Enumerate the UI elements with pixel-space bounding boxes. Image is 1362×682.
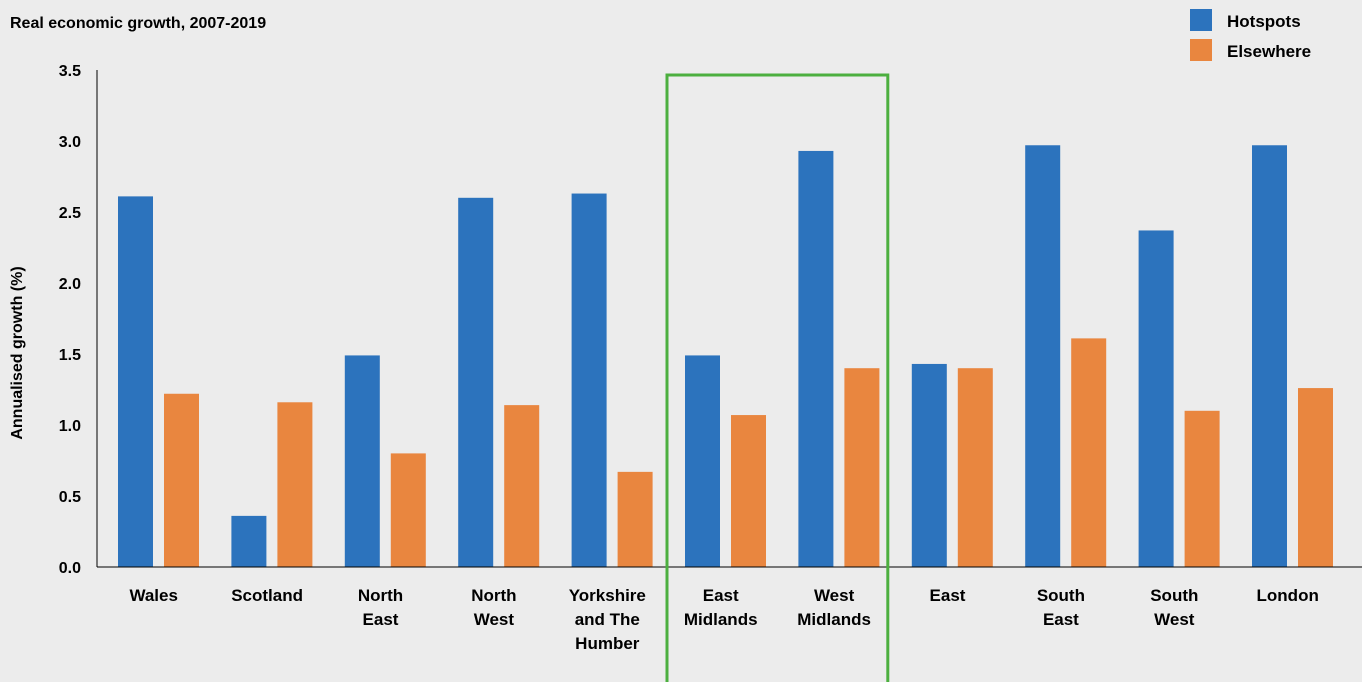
bar-elsewhere-south-east <box>1071 338 1107 567</box>
highlight-layer <box>665 73 890 682</box>
x-tick-label: East <box>930 586 966 605</box>
bar-hotspots-scotland <box>231 515 267 567</box>
bar-hotspots-east-midlands <box>685 355 720 567</box>
legend-swatch-elsewhere <box>1190 39 1212 61</box>
bar-elsewhere-south-west <box>1184 410 1220 567</box>
bar-elsewhere-yorkshire-and-the-humber <box>617 471 653 567</box>
bar-hotspots-west-midlands <box>798 150 834 567</box>
bar-elsewhere-north-east <box>390 453 426 567</box>
bar-hotspots-london <box>1252 145 1287 567</box>
bar-elsewhere-east-midlands <box>731 415 766 567</box>
bar-elsewhere-london <box>1298 388 1333 567</box>
bars-layer <box>118 145 1333 568</box>
x-tick-label: London <box>1257 586 1319 605</box>
bar-elsewhere-north-west <box>504 405 540 567</box>
axes-layer <box>96 70 1362 568</box>
x-labels-layer: Wales Scotland North East North West Yorkshire… <box>129 586 1318 653</box>
y-tick-label: 0.0 <box>59 560 81 577</box>
x-tick-label: Yorkshire and The Humber <box>569 586 646 653</box>
bar-hotspots-wales <box>118 196 153 567</box>
x-tick-label: North East <box>358 586 403 629</box>
bar-elsewhere-west-midlands <box>844 368 880 567</box>
legend-swatch-hotspots <box>1190 9 1212 31</box>
legend-label-hotspots: Hotspots <box>1227 12 1301 31</box>
legend: Hotspots Elsewhere <box>1190 9 1311 61</box>
y-tick-label: 3.5 <box>59 63 81 80</box>
y-tick-label: 2.0 <box>59 276 81 293</box>
y-tick-label: 2.5 <box>59 205 81 222</box>
bar-hotspots-south-west <box>1138 230 1174 567</box>
legend-label-elsewhere: Elsewhere <box>1227 42 1311 61</box>
y-tick-label: 3.0 <box>59 134 81 151</box>
bar-hotspots-north-east <box>344 355 380 567</box>
x-tick-label: South East <box>1037 586 1085 629</box>
x-tick-label: West Midlands <box>797 586 871 629</box>
y-tick-label: 1.0 <box>59 418 81 435</box>
x-tick-label: North West <box>471 586 516 629</box>
bar-hotspots-north-west <box>458 197 494 568</box>
highlight-box <box>665 73 890 682</box>
bar-hotspots-east <box>911 363 947 567</box>
bar-hotspots-yorkshire-and-the-humber <box>571 193 607 568</box>
bar-elsewhere-east <box>957 368 993 567</box>
y-tick-label: 0.5 <box>59 489 81 506</box>
x-tick-label: Scotland <box>231 586 303 605</box>
x-tick-label: Wales <box>129 586 178 605</box>
y-ticks-layer: 0.0 0.5 1.0 1.5 2.0 2.5 3.0 3.5 <box>59 63 81 577</box>
bar-hotspots-south-east <box>1025 145 1061 567</box>
bar-elsewhere-scotland <box>277 402 313 567</box>
x-tick-label: East Midlands <box>684 586 758 629</box>
y-axis-label: Annualised growth (%) <box>9 266 26 439</box>
chart-title: Real economic growth, 2007-2019 <box>10 15 266 32</box>
bar-elsewhere-wales <box>164 393 199 567</box>
y-tick-label: 1.5 <box>59 347 81 364</box>
x-tick-label: South West <box>1150 586 1198 629</box>
